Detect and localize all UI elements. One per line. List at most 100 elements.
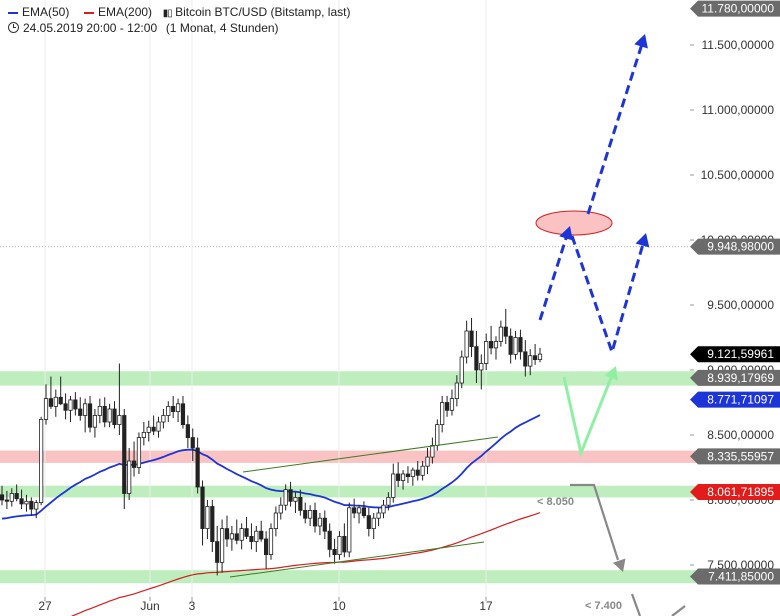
candle-body: [97, 405, 102, 416]
candle-97: [474, 331, 479, 383]
candle-98: [479, 354, 484, 390]
candle-body: [361, 507, 367, 516]
price-tag-box: [690, 369, 780, 386]
candle-71: [347, 502, 352, 558]
candle-42: [205, 500, 210, 539]
price-tag-2: 9.121,59961: [690, 346, 780, 363]
price-tag-4: 8.771,71097: [690, 391, 780, 408]
ema50-legend[interactable]: EMA(50): [8, 5, 73, 19]
candle-58: [283, 484, 288, 511]
candle-105: [513, 331, 518, 360]
x-tick-label-3: 10: [332, 599, 346, 613]
ema200-legend[interactable]: EMA(200): [84, 5, 155, 19]
candle-28: [136, 432, 142, 474]
candle-13: [63, 393, 68, 420]
candle-body: [92, 415, 98, 428]
candle-64: [312, 502, 318, 533]
candle-81: [396, 462, 401, 487]
forecast-drawings: [229, 34, 686, 616]
candle-107: [523, 340, 528, 377]
upper-trendline: [242, 436, 499, 473]
price-tag-label: 8.939,17969: [707, 371, 774, 385]
candle-84: [410, 467, 415, 486]
candle-7: [34, 500, 39, 519]
candle-body: [298, 496, 303, 511]
candle-body: [342, 536, 347, 553]
blue-arrow-head-retest: [635, 233, 650, 248]
candle-91: [444, 396, 450, 417]
ema50-swatch: [8, 11, 18, 14]
candle-65: [317, 513, 323, 536]
candle-body: [219, 528, 225, 563]
candle-4: [19, 489, 24, 510]
candle-body: [415, 469, 420, 476]
y-tick-label-6: 8.500,00000: [707, 428, 774, 442]
candle-45: [219, 519, 225, 573]
candle-49: [239, 523, 244, 550]
candle-60: [293, 492, 298, 513]
candle-body: [317, 517, 323, 527]
candle-63: [308, 505, 313, 526]
candle-40: [195, 437, 200, 494]
candle-body: [254, 530, 259, 543]
lower-trendline: [229, 541, 485, 578]
candle-body: [488, 340, 494, 349]
legend-row: EMA(50) EMA(200) ▮▯ Bitcoin BTC/USD (Bit…: [8, 5, 350, 19]
candle-80: [391, 463, 396, 503]
candle-body: [391, 473, 396, 498]
candle-108: [528, 349, 533, 376]
green-path: [562, 376, 613, 459]
candle-body: [440, 402, 445, 426]
candle-50: [244, 516, 249, 539]
candle-body: [161, 415, 166, 423]
candle-body: [503, 326, 508, 337]
x-tick-label-2: 3: [189, 599, 196, 613]
annotations: < 8.050 < 7.400: [537, 496, 622, 612]
price-tag-label: 11.780,00000: [701, 2, 774, 16]
candle-14: [68, 396, 73, 422]
price-tag-5: 8.335,55957: [690, 448, 780, 465]
price-tag-0: 11.780,00000: [690, 0, 780, 17]
candle-body: [141, 431, 146, 438]
candle-51: [249, 523, 254, 550]
candle-body: [479, 363, 484, 371]
candle-body: [229, 533, 234, 540]
price-tag-6: 8.061,71895: [690, 483, 780, 500]
gray-path-3: [671, 605, 686, 616]
timeframe-row: 24.05.2019 20:00 - 12:00 (1 Monat, 4 Stu…: [8, 21, 279, 35]
candle-62: [303, 502, 308, 524]
candle-body: [518, 337, 523, 353]
candle-16: [78, 397, 83, 421]
candle-body: [268, 528, 274, 555]
candle-18: [87, 396, 93, 433]
candle-95: [464, 320, 469, 364]
candle-body: [122, 415, 127, 494]
candle-56: [273, 506, 278, 537]
candle-37: [180, 396, 186, 429]
candle-body: [498, 326, 503, 342]
candle-12: [58, 376, 63, 406]
candle-59: [288, 481, 293, 507]
candle-body: [78, 408, 83, 416]
candle-34: [166, 401, 171, 422]
candle-body: [112, 408, 117, 426]
candle-body: [508, 335, 513, 355]
green-arrow-head: [604, 366, 618, 381]
candle-body: [376, 512, 381, 519]
candle-body: [444, 402, 450, 411]
candle-body: [474, 346, 479, 371]
candle-body: [430, 444, 435, 458]
candle-93: [454, 375, 459, 407]
candle-10: [48, 376, 54, 409]
candle-body: [308, 509, 313, 519]
candle-47: [229, 526, 234, 551]
candle-32: [156, 416, 161, 438]
candle-body: [200, 486, 205, 529]
candle-body: [366, 515, 371, 529]
candle-body: [171, 405, 176, 412]
candle-body: [58, 396, 63, 405]
candle-body: [175, 403, 181, 412]
candle-body: [469, 330, 474, 348]
candle-86: [420, 461, 425, 481]
blue-path-up: [538, 231, 570, 321]
